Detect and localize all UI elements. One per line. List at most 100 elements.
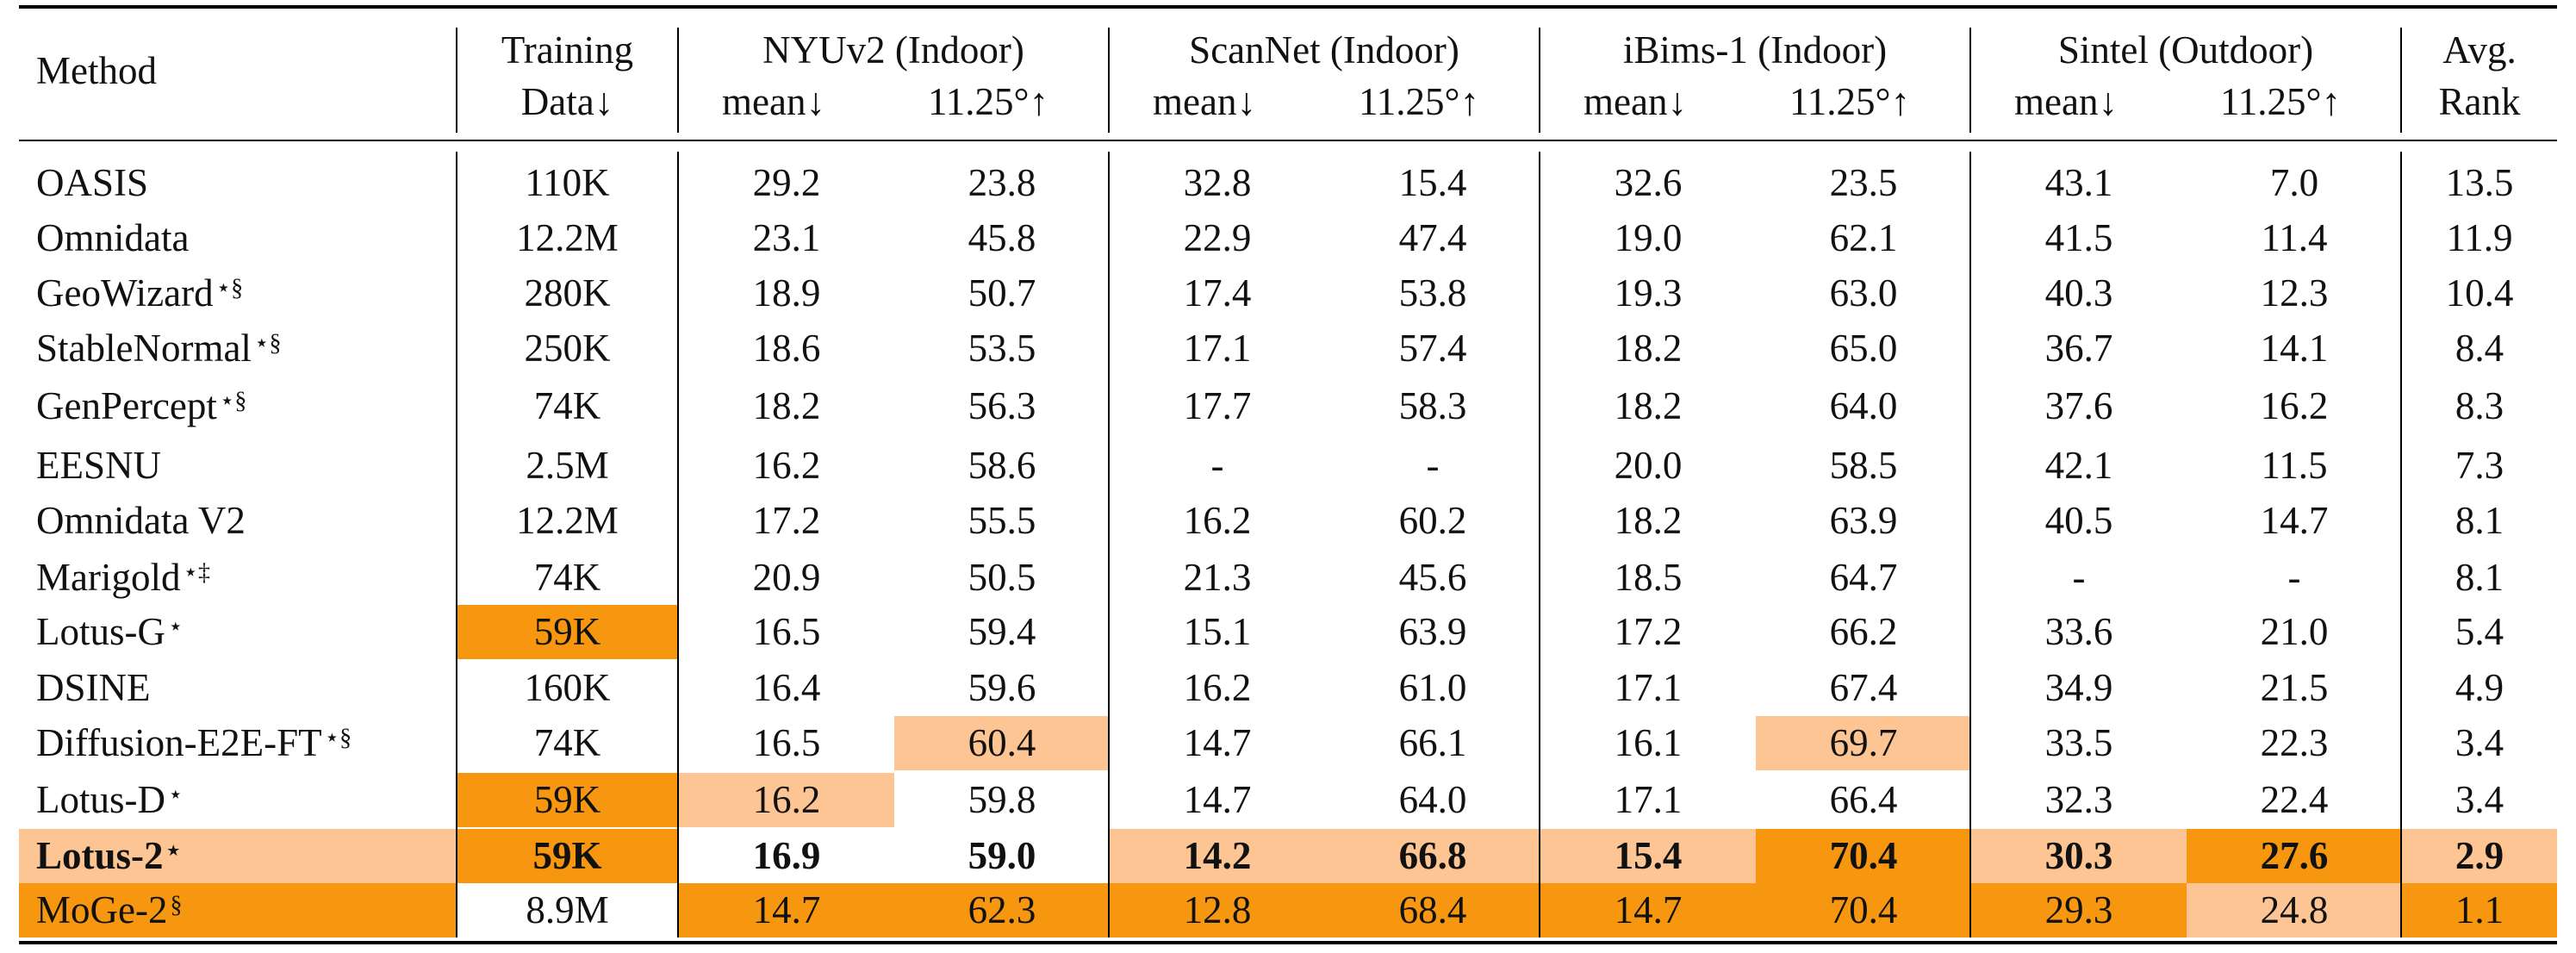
header-ibims-acc: 11.25°↑: [1789, 79, 1911, 123]
table-cell: 59K: [457, 773, 677, 827]
header-ibims-mean: mean↓: [1584, 79, 1687, 123]
table-cell: 17.2: [752, 499, 821, 542]
table-cell: -: [1426, 444, 1440, 487]
header-scannet-title: ScanNet (Indoor): [1189, 28, 1459, 72]
table-cell: 22.3: [2260, 721, 2329, 764]
separator-scannet: [1539, 28, 1540, 133]
table-cell: 18.2: [1614, 499, 1683, 542]
table-cell: 16.2: [679, 773, 894, 827]
method-name: Lotus-G ⋆: [36, 610, 184, 653]
table-cell: 70.4: [1756, 883, 1971, 937]
table-cell: 58.6: [968, 444, 1036, 487]
method-label: StableNormal: [36, 327, 252, 370]
table-cell: 36.7: [2044, 327, 2113, 370]
table-cell: 63.0: [1829, 271, 1898, 315]
method-label: EESNU: [36, 444, 161, 487]
table-cell: 17.1: [1183, 327, 1252, 370]
column-separator: [1539, 152, 1540, 937]
method-name: Omnidata V2: [19, 494, 456, 548]
table-cell: 59.0: [894, 829, 1110, 883]
header-training-top: Training: [501, 28, 634, 72]
bottom-rule: [19, 941, 2557, 944]
table-cell: 2.5M: [526, 444, 609, 487]
table-cell: 66.8: [1325, 829, 1540, 883]
table-cell: 16.2: [2260, 384, 2329, 427]
header-avg-bottom: Rank: [2438, 79, 2521, 123]
method-label: DSINE: [36, 666, 151, 709]
table-cell: 59.6: [968, 666, 1036, 709]
table-cell: 7.3: [2455, 444, 2504, 487]
header-scannet-acc: 11.25°↑: [1358, 79, 1480, 123]
table-cell: 59.8: [968, 778, 1036, 821]
table-cell: 41.5: [2044, 216, 2113, 259]
table-cell: 50.5: [968, 556, 1036, 599]
table-cell: 5.4: [2455, 610, 2504, 653]
table-cell: 32.3: [2044, 778, 2113, 821]
column-separator: [2400, 152, 2402, 937]
method-name: DSINE: [19, 661, 456, 715]
table-cell: 18.2: [752, 384, 821, 427]
table-cell: 8.1: [2455, 499, 2504, 542]
column-separator: [677, 152, 679, 937]
table-cell: 15.4: [1398, 161, 1467, 204]
table-cell: 14.7: [1183, 778, 1252, 821]
header-sintel-title: Sintel (Outdoor): [2057, 28, 2314, 72]
header-method: Method: [36, 48, 157, 92]
table-cell: 64.0: [1829, 384, 1898, 427]
table-cell: 15.4: [1540, 829, 1756, 883]
table-cell: 17.4: [1183, 271, 1252, 315]
table-cell: 10.4: [2445, 271, 2514, 315]
header-nyu-mean: mean↓: [722, 79, 825, 123]
table-cell: 20.0: [1614, 444, 1683, 487]
table-cell: 62.1: [1829, 216, 1898, 259]
header-nyu-acc: 11.25°↑: [927, 79, 1049, 123]
table-cell: 22.9: [1183, 216, 1252, 259]
table-cell: 11.5: [2261, 444, 2328, 487]
table-cell: 40.5: [2044, 499, 2113, 542]
table-cell: 60.4: [894, 716, 1110, 770]
table-cell: 33.5: [2044, 721, 2113, 764]
table-cell: 7.0: [2269, 161, 2319, 204]
method-name: Marigold ⋆‡: [36, 556, 211, 599]
method-name: Omnidata: [19, 211, 456, 265]
table-cell: 21.5: [2260, 666, 2329, 709]
column-separator: [456, 152, 457, 937]
table-cell: 3.4: [2455, 721, 2504, 764]
table-cell: 23.8: [968, 161, 1036, 204]
table-cell: 8.3: [2455, 384, 2504, 427]
table-cell: 110K: [525, 161, 610, 204]
table-cell: 14.7: [1183, 721, 1252, 764]
separator-sintel: [2400, 28, 2402, 133]
table-cell: 15.1: [1183, 610, 1252, 653]
separator-ibims: [1969, 28, 1971, 133]
table-cell: 53.5: [968, 327, 1036, 370]
table-cell: 33.6: [2044, 610, 2113, 653]
separator-method: [456, 28, 457, 133]
table-cell: 18.2: [1614, 384, 1683, 427]
method-label: Diffusion-E2E-FT: [36, 721, 322, 764]
table-cell: 66.2: [1829, 610, 1898, 653]
table-cell: 30.3: [1971, 829, 2187, 883]
table-cell: 53.8: [1398, 271, 1467, 315]
table-cell: 43.1: [2044, 161, 2113, 204]
table-cell: 56.3: [968, 384, 1036, 427]
table-cell: 3.4: [2455, 778, 2504, 821]
table-cell: 14.7: [2260, 499, 2329, 542]
table-cell: 21.3: [1183, 556, 1252, 599]
table-cell: 59K: [457, 829, 677, 883]
table-cell: 62.3: [894, 883, 1110, 937]
method-label: Marigold: [36, 556, 181, 599]
table-cell: 23.5: [1829, 161, 1898, 204]
table-cell: 17.1: [1614, 778, 1683, 821]
table-cell: 22.4: [2260, 778, 2329, 821]
table-cell: 45.8: [968, 216, 1036, 259]
table-cell: 18.2: [1614, 327, 1683, 370]
separator-nyu: [1108, 28, 1110, 133]
table-cell: 12.3: [2260, 271, 2329, 315]
table-cell: 280K: [524, 271, 611, 315]
table-cell: 18.9: [752, 271, 821, 315]
table-cell: 60.2: [1398, 499, 1467, 542]
method-name: GeoWizard ⋆§: [36, 271, 244, 315]
table-cell: 16.4: [752, 666, 821, 709]
table-cell: 74K: [533, 556, 601, 599]
